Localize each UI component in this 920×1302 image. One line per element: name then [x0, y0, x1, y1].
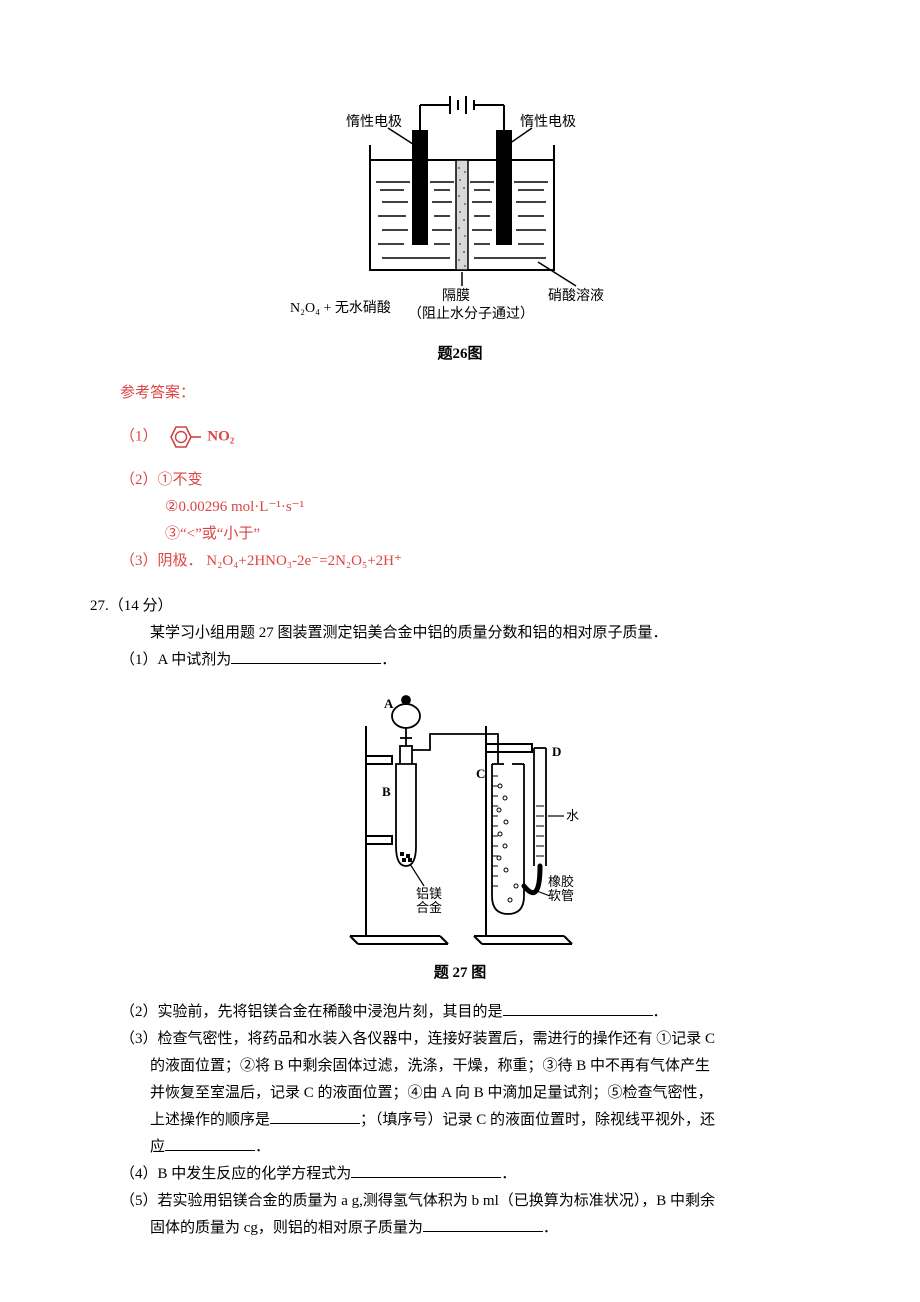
answer-1-no2: NO₂ — [207, 429, 234, 445]
blank-fill — [423, 1217, 543, 1232]
benzene-icon — [161, 419, 207, 455]
fig27-label-D: D — [552, 744, 561, 759]
figure-27-wrap: A B — [90, 686, 830, 987]
blank-fill — [231, 649, 381, 664]
figure-26-svg: 惰性电极 惰性电极 隔膜 硝酸溶液 （阻止水分子通过） — [290, 90, 630, 320]
fig27-label-tube1: 橡胶 — [548, 874, 574, 889]
q27-p3-l4: 上述操作的顺序是；（填序号）记录 C 的液面位置时，除视线平视外，还 — [90, 1107, 830, 1134]
q27-p5-l2: 固体的质量为 cg，则铝的相对原子质量为． — [90, 1215, 830, 1242]
fig26-caption: 题26图 — [290, 341, 630, 368]
figure-26: 惰性电极 惰性电极 隔膜 硝酸溶液 （阻止水分子通过） N₂O₄ + 无水硝酸 … — [290, 90, 630, 368]
q27-p5-l1: （5）若实验用铝镁合金的质量为 a g,测得氢气体积为 b ml（已换算为标准状… — [90, 1188, 830, 1215]
fig27-label-A: A — [384, 696, 394, 711]
q27-p2: （2）实验前，先将铝镁合金在稀酸中浸泡片刻，其目的是． — [90, 999, 830, 1026]
fig26-membrane-label: 隔膜 — [442, 288, 470, 304]
fig27-label-alloy1: 铝镁 — [416, 886, 442, 901]
fig27-label-tube2: 软管 — [548, 888, 574, 903]
answer-1: （1） NO₂ — [90, 419, 830, 455]
answer-2-3: ③“<”或“小于” — [90, 521, 830, 548]
figure-27-svg: A B — [330, 686, 590, 956]
answers-header: 参考答案： — [90, 380, 830, 407]
q27-p3-l3: 并恢复至室温后，记录 C 的液面位置；④由 A 向 B 中滴加足量试剂；⑤检查气… — [90, 1080, 830, 1107]
figure-27: A B — [330, 686, 590, 987]
q27-p1: （1）A 中试剂为． — [90, 647, 830, 674]
fig27-label-B: B — [382, 784, 391, 799]
q27-header: 27.（14 分） — [90, 593, 830, 620]
fig26-right-electrode-label: 惰性电极 — [520, 114, 576, 130]
answer-2-label: （2）①不变 — [90, 467, 830, 494]
fig27-caption: 题 27 图 — [330, 960, 590, 987]
q27-p3-l1: （3）检查气密性，将药品和水装入各仪器中，连接好装置后，需进行的操作还有 ①记录… — [90, 1026, 830, 1053]
blank-fill — [270, 1109, 360, 1124]
blank-fill — [165, 1136, 255, 1151]
q27-p3-l2: 的液面位置；②将 B 中剩余固体过滤，洗涤，干燥，称重；③待 B 中不再有气体产… — [90, 1053, 830, 1080]
answer-2-2: ②0.00296 mol·L⁻¹·s⁻¹ — [90, 494, 830, 521]
blank-fill — [503, 1001, 653, 1016]
fig26-left-electrode-label: 惰性电极 — [346, 114, 402, 130]
fig27-label-alloy2: 合金 — [416, 900, 442, 915]
answer-3: （3）阴极． N₂O₄+2HNO₃-2e⁻=2N₂O₅+2H⁺ — [90, 548, 830, 575]
q27-p4: （4）B 中发生反应的化学方程式为． — [90, 1161, 830, 1188]
fig26-membrane-note: （阻止水分子通过） — [408, 306, 534, 320]
figure-26-wrap: 惰性电极 惰性电极 隔膜 硝酸溶液 （阻止水分子通过） N₂O₄ + 无水硝酸 … — [90, 90, 830, 368]
fig27-label-water: 水 — [566, 808, 579, 823]
blank-fill — [351, 1163, 501, 1178]
fig27-label-C: C — [476, 766, 485, 781]
q27-intro: 某学习小组用题 27 图装置测定铝美合金中铝的质量分数和铝的相对原子质量． — [90, 620, 830, 647]
fig26-right-solution-label: 硝酸溶液 — [548, 288, 604, 304]
answer-1-label: （1） — [120, 429, 158, 445]
q27-p3-l5: 应． — [90, 1134, 830, 1161]
